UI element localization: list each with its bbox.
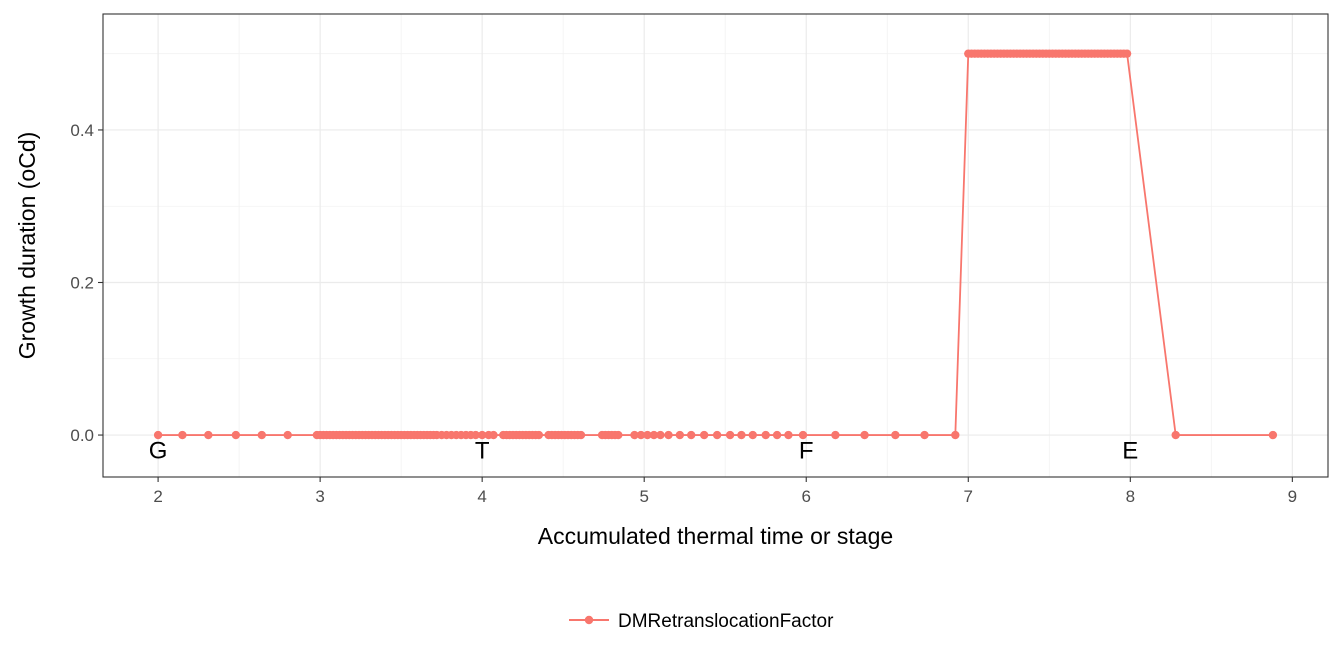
axes: 2 3 4 5 6 7 8 9 0.0 0.2 0.4 <box>70 121 1297 506</box>
stage-label: F <box>799 437 814 464</box>
data-point <box>630 430 639 440</box>
data-point <box>664 430 673 440</box>
data-point <box>951 430 960 440</box>
x-tick-label: 2 <box>153 487 162 506</box>
legend-key-point <box>584 615 594 625</box>
data-point <box>737 430 746 440</box>
data-point <box>283 430 292 440</box>
x-tick-label: 9 <box>1288 487 1297 506</box>
data-point <box>784 430 793 440</box>
data-point <box>761 430 770 440</box>
data-point <box>699 430 709 440</box>
stage-label: E <box>1122 437 1138 464</box>
data-point <box>534 430 544 440</box>
legend-label: DMRetranslocationFactor <box>618 611 834 632</box>
data-point <box>920 430 929 440</box>
data-point <box>477 430 487 440</box>
y-tick-label: 0.2 <box>70 273 94 292</box>
stage-label: G <box>149 437 168 464</box>
data-point <box>712 430 722 440</box>
legend: DMRetranslocationFactor <box>569 611 834 632</box>
data-point <box>675 430 685 440</box>
data-point <box>860 430 869 440</box>
x-axis-title: Accumulated thermal time or stage <box>538 523 893 549</box>
data-point <box>471 430 480 440</box>
stage-label: T <box>475 437 490 464</box>
y-axis-title: Growth duration (oCd) <box>14 132 40 360</box>
data-point <box>656 430 665 440</box>
x-tick-label: 8 <box>1126 487 1135 506</box>
data-point <box>748 430 757 440</box>
data-point <box>231 430 241 440</box>
data-point <box>576 430 586 440</box>
data-point <box>636 430 646 440</box>
x-tick-label: 7 <box>964 487 973 506</box>
y-tick-label: 0.4 <box>70 121 94 140</box>
series-layer <box>153 49 1278 440</box>
data-point <box>489 430 498 440</box>
data-point <box>649 430 659 440</box>
data-point <box>1122 49 1132 58</box>
y-tick-label: 0.0 <box>70 426 94 445</box>
data-point <box>1171 430 1180 440</box>
data-point <box>204 430 213 440</box>
x-tick-label: 4 <box>477 487 486 506</box>
data-point <box>725 430 735 440</box>
data-point <box>891 430 900 440</box>
data-point <box>686 430 696 440</box>
data-point <box>614 430 623 440</box>
x-tick-label: 6 <box>802 487 811 506</box>
x-tick-label: 3 <box>315 487 324 506</box>
data-point <box>798 430 808 440</box>
x-tick-label: 5 <box>639 487 648 506</box>
data-point <box>643 430 652 440</box>
data-point <box>831 430 840 440</box>
panel-border <box>102 13 1329 478</box>
data-point <box>178 430 187 440</box>
data-point <box>257 430 266 440</box>
data-point <box>1268 430 1278 440</box>
data-point <box>153 430 163 440</box>
data-point <box>772 430 782 440</box>
